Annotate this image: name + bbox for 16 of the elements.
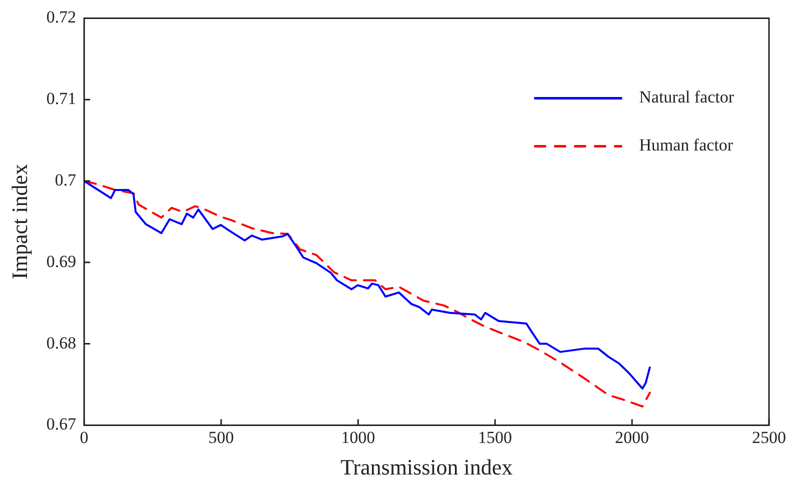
y-tick-label: 0.69 [46,252,76,271]
x-tick-label: 500 [208,428,234,447]
y-tick-label: 0.7 [54,170,77,190]
x-tick-label: 2000 [615,428,650,447]
y-tick-label: 0.68 [46,333,76,352]
x-tick-label: 1000 [341,428,376,447]
text: Human factor [639,136,734,155]
x-axis-title: Transmission index [340,454,513,480]
y-axis-title: Impact index [6,164,32,280]
y-tick-label: 0.71 [46,89,76,108]
text: Natural factor [639,88,734,107]
x-tick-label: 1500 [478,428,512,447]
y-tick-label: 0.67 [46,414,77,434]
y-tick-label: 0.72 [46,8,76,27]
x-tick-label: 2500 [752,428,786,447]
x-tick-label: 0 [80,428,88,447]
